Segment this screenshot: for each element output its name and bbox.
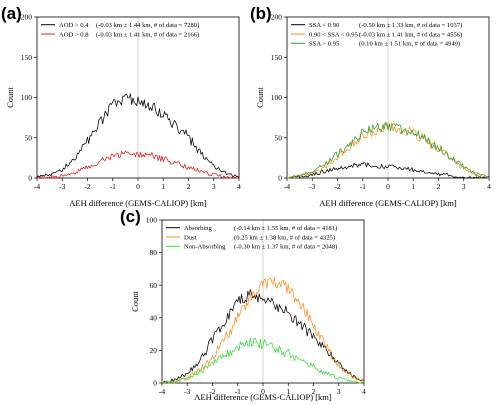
y-tick-label: 40	[150, 313, 158, 322]
x-tick-label: 2	[437, 182, 441, 191]
y-tick-label: 100	[271, 93, 283, 102]
y-tick-label: 100	[146, 216, 158, 225]
x-tick-label: 1	[161, 182, 165, 191]
x-tick-label: 0	[386, 182, 390, 191]
x-tick-label: -2	[84, 182, 90, 191]
y-tick-label: 60	[150, 281, 158, 290]
legend-label: AOD > 0.4	[59, 22, 89, 29]
x-axis-title: AEH difference (GEMS-CALIOP) [km]	[69, 198, 207, 208]
x-tick-label: 3	[462, 182, 466, 191]
legend-stats: (-0.14 km ± 1.55 km, # of data = 4181)	[234, 225, 337, 232]
y-axis-title: Count	[255, 86, 265, 107]
legend-stats: (-0.50 km ± 1.33 km, # of data = 1037)	[359, 22, 462, 29]
panel-label: (a)	[1, 4, 22, 23]
y-tick-label: 0	[153, 379, 157, 388]
legend-label: AOD > 0.8	[59, 31, 89, 38]
y-tick-label: 200	[21, 13, 33, 22]
x-axis-title: AEH difference (GEMS-CALIOP) [km]	[319, 198, 457, 208]
x-tick-label: -2	[209, 387, 215, 396]
x-tick-label: -4	[159, 387, 165, 396]
x-tick-label: 0	[136, 182, 140, 191]
legend-label: Absorbing	[184, 225, 213, 232]
legend-stats: (-0.03 km ± 1.41 km, # of data = 2166)	[96, 31, 199, 38]
y-tick-label: 100	[21, 93, 33, 102]
legend-label: 0.90 < SSA < 0.95	[309, 31, 359, 38]
y-tick-label: 50	[25, 133, 33, 142]
legend-label: SSA < 0.90	[309, 22, 340, 29]
legend-stats: (-0.30 km ± 1.37 km, # of data = 2048)	[234, 244, 337, 251]
x-tick-label: -3	[309, 182, 315, 191]
legend-label: SSA > 0.95	[309, 41, 340, 48]
y-tick-label: 0	[28, 174, 32, 183]
x-tick-label: 1	[286, 387, 290, 396]
x-tick-label: 4	[362, 387, 366, 396]
panel-label: (b)	[250, 4, 272, 23]
series-line	[287, 122, 490, 179]
legend-label: Dust	[184, 234, 197, 241]
legend-stats: (0.25 km ± 1.38 km, # of data = 4325)	[234, 234, 335, 241]
y-tick-label: 150	[271, 53, 283, 62]
x-tick-label: -1	[360, 182, 366, 191]
y-tick-label: 150	[21, 53, 33, 62]
chart-panel-2: (b) -4 -3 -2 -1 0 1 2 3 4 0 50 100 150 200 AEH differen…	[250, 4, 491, 208]
x-tick-label: 2	[312, 387, 316, 396]
series-line	[36, 93, 240, 179]
x-tick-label: 1	[411, 182, 415, 191]
x-tick-label: 0	[261, 387, 265, 396]
series-line	[161, 337, 365, 384]
x-tick-label: 3	[212, 182, 216, 191]
x-tick-label: -4	[284, 182, 290, 191]
x-axis-title: AEH difference (GEMS-CALIOP) [km]	[194, 392, 332, 402]
x-tick-label: -1	[235, 387, 241, 396]
x-tick-label: -3	[59, 182, 65, 191]
y-axis-title: Count	[5, 86, 15, 107]
y-tick-label: 20	[150, 346, 158, 355]
chart-panel-1: (a) -4 -3 -2 -1 0 1 2 3 4 0 50 100 150 200 AEH differen…	[1, 4, 241, 208]
x-tick-label: -1	[110, 182, 116, 191]
legend-stats: (0.10 km ± 1.51 km, # of data = 4949)	[359, 41, 460, 48]
panel-label: (c)	[120, 207, 141, 226]
y-axis-title: Count	[130, 290, 140, 311]
x-tick-label: 4	[237, 182, 241, 191]
x-tick-label: 4	[487, 182, 491, 191]
legend-stats: (-0.03 km ± 1.41 km, # of data = 4556)	[359, 31, 462, 38]
y-tick-label: 200	[271, 13, 283, 22]
x-tick-label: 2	[187, 182, 191, 191]
x-tick-label: -2	[334, 182, 340, 191]
y-tick-label: 0	[278, 174, 282, 183]
y-tick-label: 80	[150, 248, 158, 257]
x-tick-label: -3	[184, 387, 190, 396]
legend-stats: (-0.03 km ± 1.44 km, # of data = 7280)	[96, 22, 199, 29]
series-line	[37, 150, 240, 179]
x-tick-label: 3	[337, 387, 341, 396]
y-tick-label: 50	[275, 133, 283, 142]
legend-label: Non-Absorbing	[184, 244, 226, 251]
series-line	[161, 277, 365, 384]
x-tick-label: -4	[34, 182, 40, 191]
series-line	[286, 162, 490, 179]
